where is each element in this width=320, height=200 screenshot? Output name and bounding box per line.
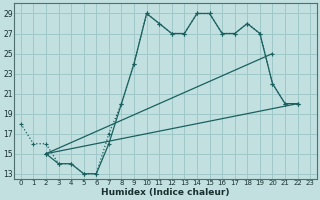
X-axis label: Humidex (Indice chaleur): Humidex (Indice chaleur): [101, 188, 230, 197]
